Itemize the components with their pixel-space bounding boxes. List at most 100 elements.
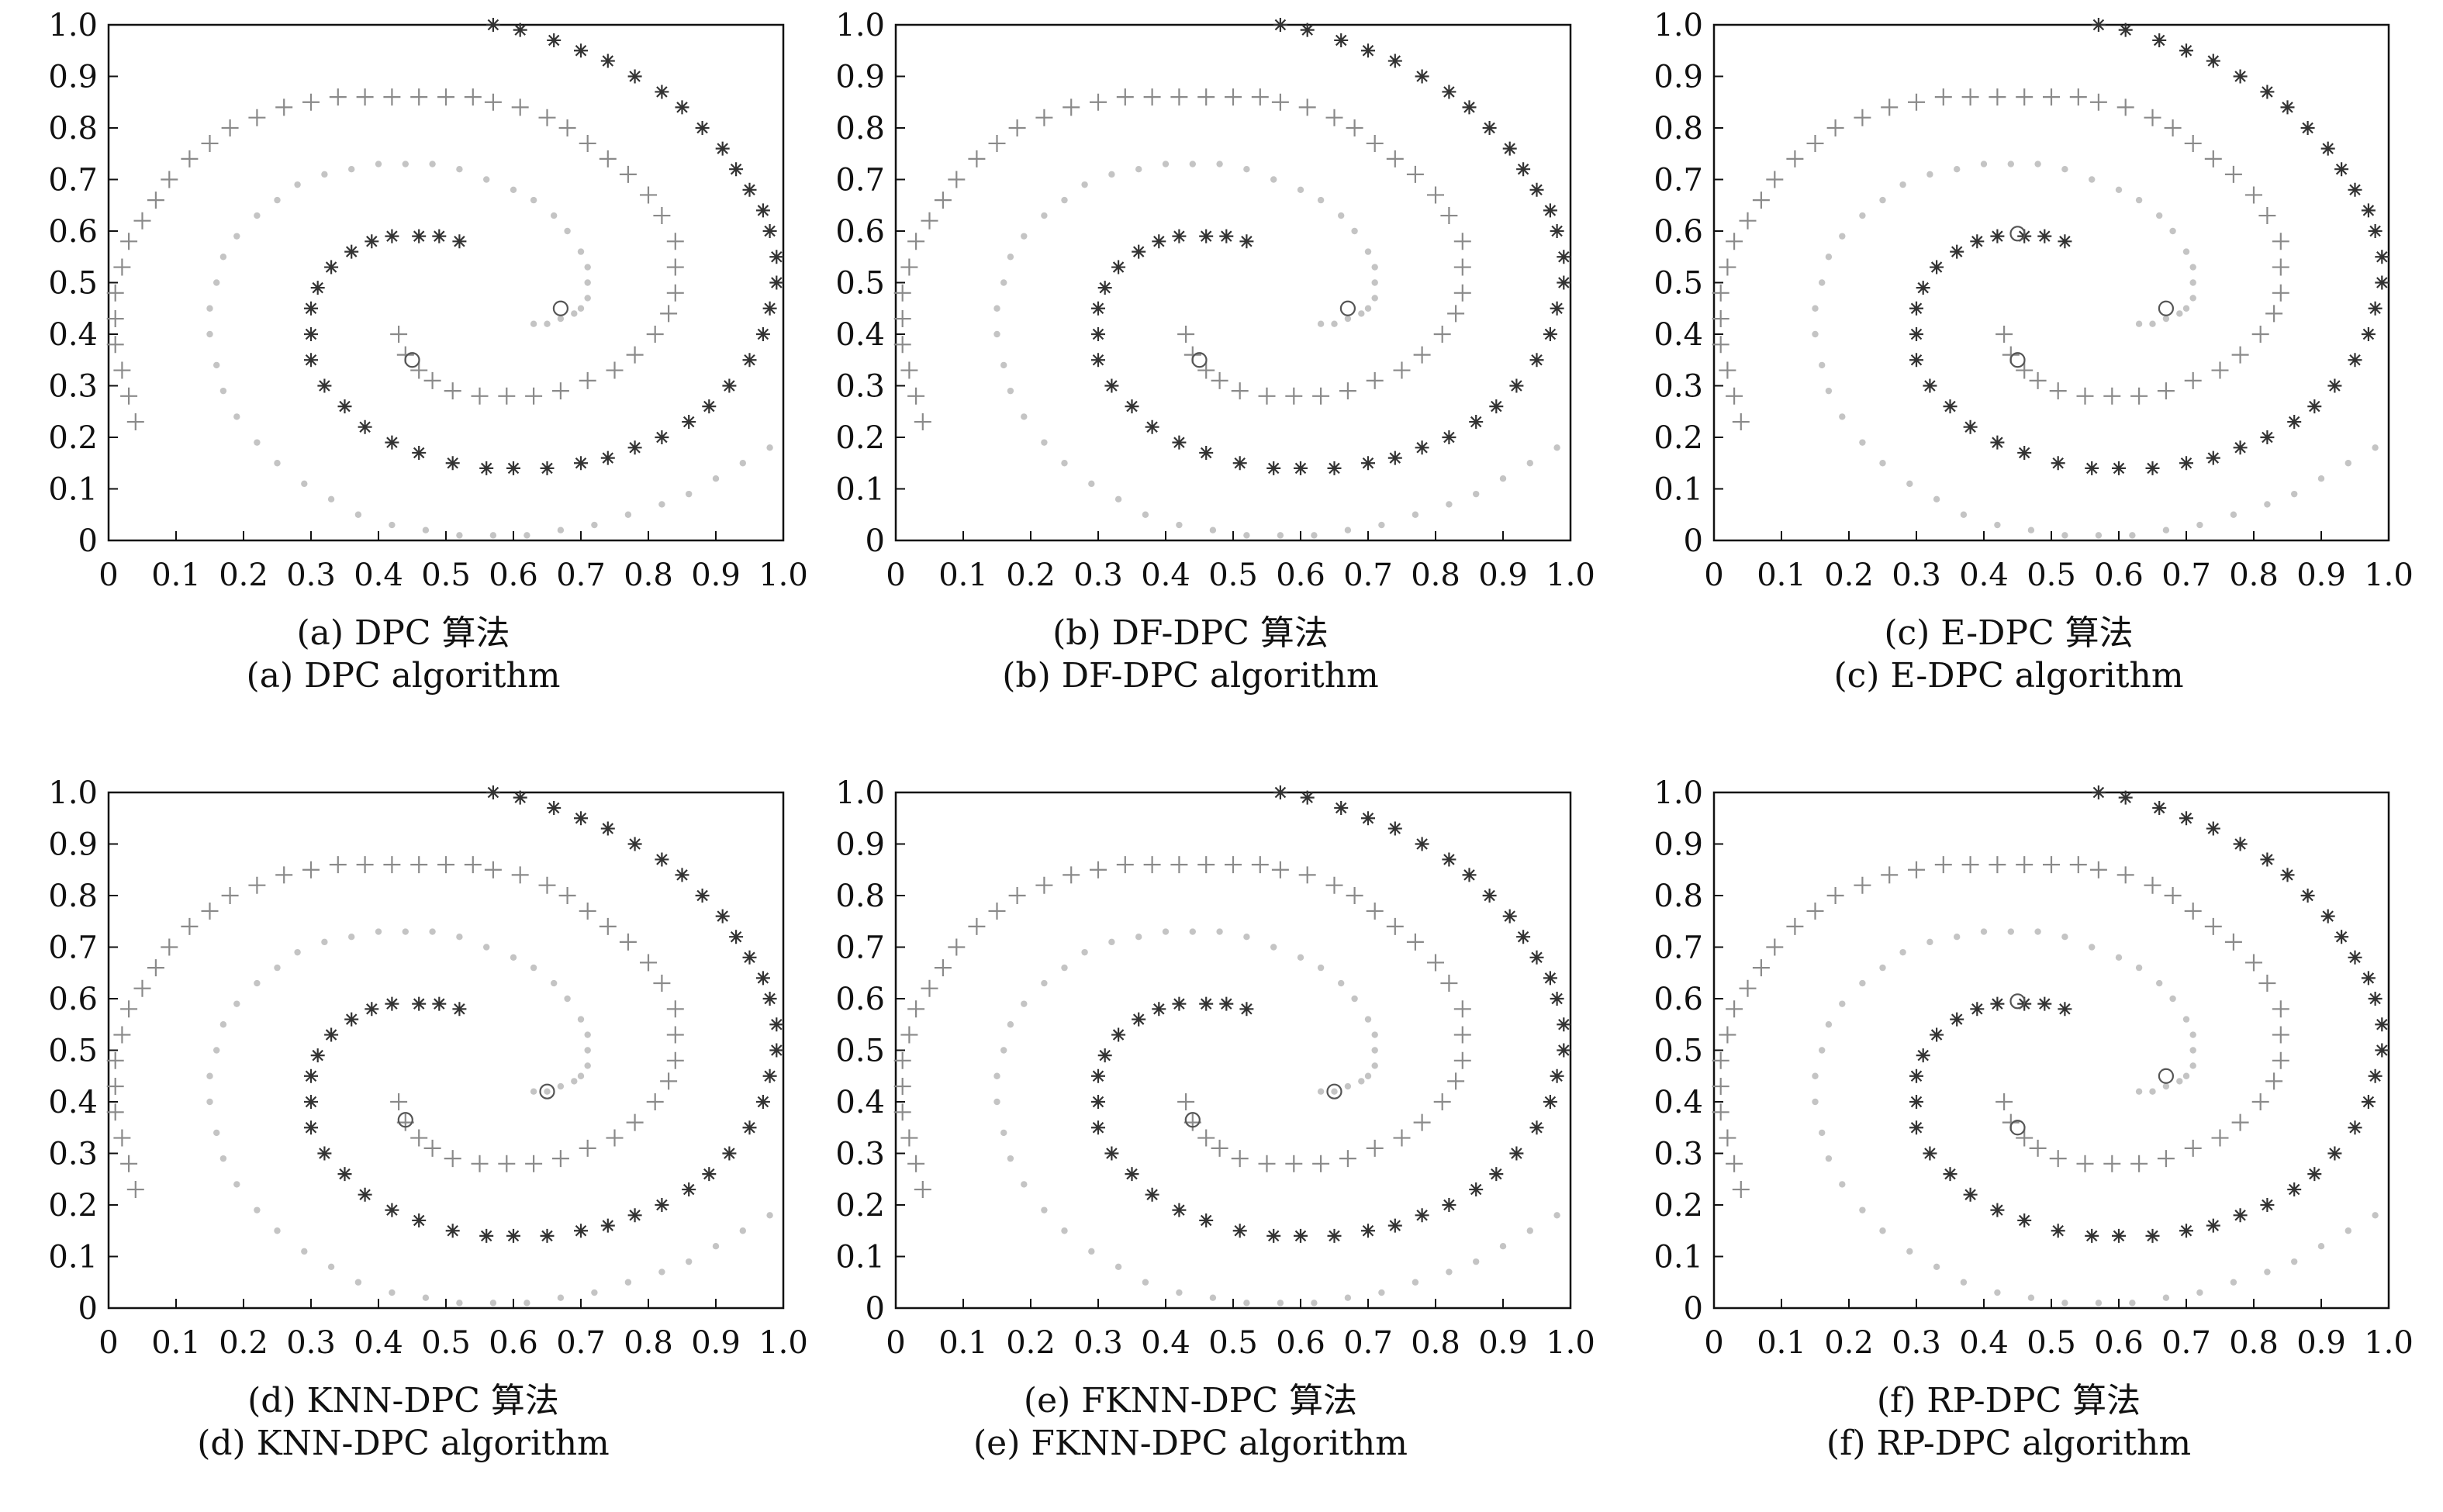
data-point [666,233,684,250]
data-point [1232,1224,1247,1238]
x-tick-label: 0.3 [286,1325,336,1361]
data-point [511,866,529,884]
data-point [2135,196,2143,204]
data-point [498,1155,516,1172]
data-point [1209,526,1217,533]
data-point [1008,887,1026,904]
y-tick-label: 0.4 [48,1085,98,1120]
y-tick-label: 0.3 [48,1137,98,1172]
data-point [402,161,409,167]
data-point [1378,1289,1385,1296]
data-point [1557,1043,1571,1058]
data-point [2007,161,2014,167]
data-point [1825,387,1833,395]
y-tick-label: 0.7 [48,930,98,966]
data-point [329,88,347,106]
x-tick-label: 0.8 [624,558,673,593]
data-point [2061,532,2068,539]
data-point [429,161,436,167]
data-point [2231,346,2249,364]
data-point [1881,866,1899,884]
data-point [599,150,617,167]
data-point [1839,1181,1846,1188]
data-point [1990,229,2005,243]
data-point [201,134,219,152]
data-point [1197,361,1215,379]
data-point [1351,995,1358,1003]
x-tick-label: 0 [1704,558,1723,593]
data-point [893,336,911,354]
data-point [1516,930,1531,944]
data-point [1553,1212,1560,1219]
data-point [579,134,596,152]
data-point [2317,1243,2325,1250]
data-point [1990,435,2005,450]
data-point [1007,387,1014,395]
data-point [1819,279,1826,286]
data-point [702,1167,717,1182]
data-point [1909,1120,1923,1135]
data-point [1469,415,1484,430]
data-point [1509,1146,1524,1161]
data-point [1371,295,1378,302]
data-point [1008,119,1026,136]
data-point [1088,1248,1095,1255]
data-point [579,371,596,389]
data-point [921,979,938,997]
data-point [1930,1027,1944,1042]
data-point [1719,258,1736,276]
y-tick-label: 1.0 [1653,775,1703,811]
data-point [2176,310,2183,317]
data-point [1239,1002,1254,1017]
data-point [755,971,770,986]
data-point [254,979,261,987]
data-point [547,800,562,815]
data-point [1091,1095,1105,1109]
data-point [2182,248,2190,255]
data-point [485,18,500,32]
data-point [1980,928,1988,935]
data-point [1440,975,1458,992]
data-point [686,490,693,498]
y-tick-label: 0.7 [1653,163,1703,198]
data-point [147,959,164,977]
data-point [1334,800,1349,815]
data-point [337,1167,352,1182]
caption-zh: (c) E-DPC 算法 [1884,613,2134,653]
data-point [682,415,696,430]
x-tick-label: 0.9 [1478,558,1528,593]
x-tick-label: 0.2 [1006,558,1056,593]
data-point [2116,866,2134,884]
data-point [321,938,328,946]
data-point [1135,166,1142,173]
x-tick-label: 0.8 [624,1325,673,1361]
data-point [2233,1208,2248,1223]
y-tick-label: 0.4 [835,1085,885,1120]
data-point [2157,1150,2175,1168]
data-point [1061,1227,1068,1234]
data-point [2091,18,2106,32]
data-point [1285,387,1303,405]
y-tick-label: 0.7 [48,163,98,198]
data-point [2017,1213,2032,1227]
data-point [317,1146,332,1161]
data-point [755,1095,770,1109]
data-point [1543,1095,1557,1109]
data-point [1442,430,1456,444]
data-point [444,1150,461,1168]
data-point [385,1203,399,1217]
data-point [1364,1016,1372,1023]
data-point [2230,511,2237,518]
data-point [1839,1000,1846,1007]
data-point [525,1155,543,1172]
data-point [1406,165,1424,183]
data-point [2115,186,2123,193]
data-point [1091,1068,1105,1083]
data-point [1258,387,1276,405]
data-point [1879,460,1886,467]
data-point [233,1181,240,1188]
y-tick-label: 0.5 [48,1034,98,1069]
caption-zh: (e) FKNN-DPC 算法 [1023,1381,1358,1421]
data-point [1277,532,1284,539]
data-point [1199,229,1214,243]
